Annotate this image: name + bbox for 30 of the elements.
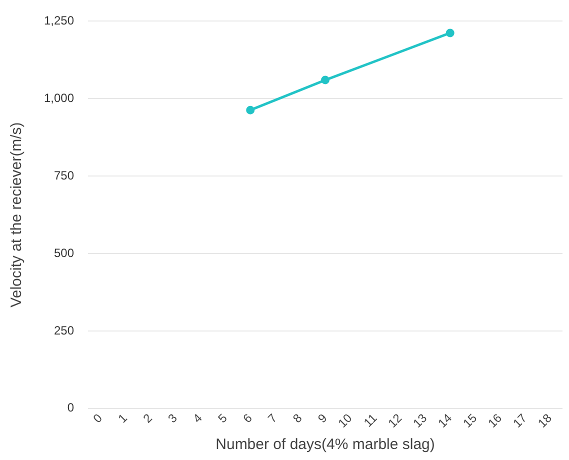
x-tick-label: 11	[360, 410, 380, 430]
y-tick-label: 0	[67, 400, 74, 415]
y-axis-title: Velocity at the reciever(m/s)	[8, 122, 26, 308]
x-tick-label: 18	[535, 410, 555, 430]
x-tick-label: 2	[140, 410, 156, 426]
x-tick-label: 12	[385, 410, 405, 430]
x-tick-label: 7	[265, 410, 280, 426]
x-tick-label: 1	[115, 410, 130, 426]
point	[246, 106, 255, 114]
x-tick-label: 6	[240, 410, 256, 426]
x-tick-label: 0	[90, 410, 106, 426]
x-tick-label: 8	[290, 410, 305, 426]
x-tick-label: 9	[315, 410, 330, 426]
x-tick-label: 10	[335, 410, 355, 430]
point	[446, 28, 454, 38]
x-tick-label: 13	[410, 410, 430, 430]
x-tick-label: 3	[165, 410, 180, 426]
y-tick-label: 500	[54, 246, 74, 260]
x-tick-label: 16	[485, 410, 505, 430]
x-tick-label: 4	[190, 410, 206, 426]
x-tick-label: 14	[435, 410, 455, 430]
x-axis-title: Number of days(4% marble slag)	[216, 436, 435, 454]
y-tick-label: 750	[54, 168, 74, 182]
y-tick-label: 1,000	[44, 90, 74, 105]
y-tick-label: 250	[54, 323, 74, 338]
x-tick-label: 17	[510, 410, 530, 430]
x-tick-label: 5	[215, 410, 230, 426]
y-tick-label: 1,250	[44, 14, 74, 28]
point	[321, 76, 330, 84]
x-tick-label: 15	[460, 410, 480, 430]
